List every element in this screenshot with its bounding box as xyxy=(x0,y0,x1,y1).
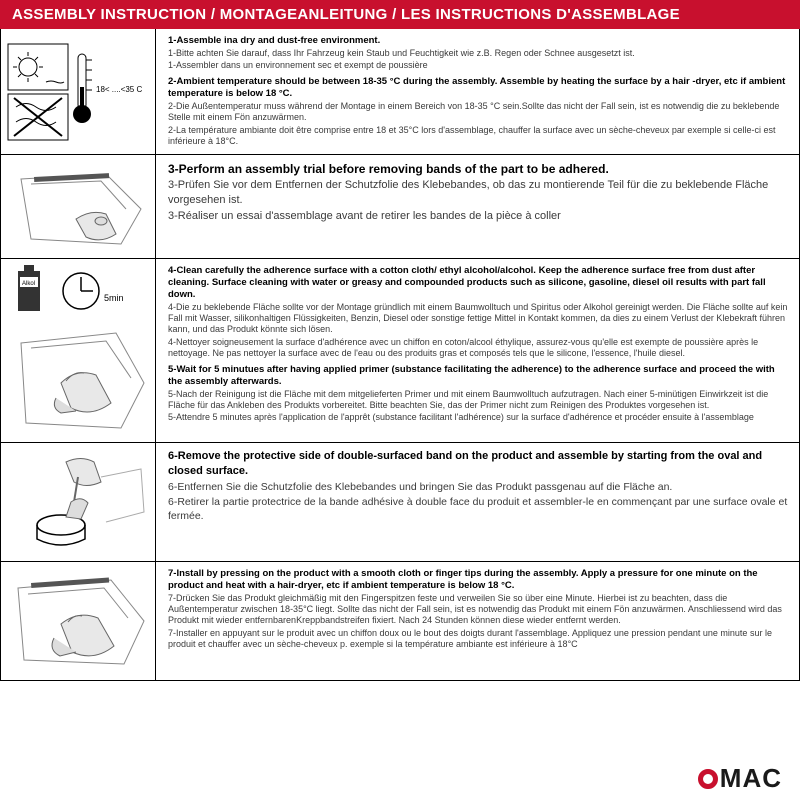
step5-de: 5-Nach der Reinigung ist die Fläche mit … xyxy=(168,389,789,412)
row-1-icon: 18< ....<35 C xyxy=(1,29,156,154)
step7-fr: 7-Installer en appuyant sur le produit a… xyxy=(168,628,789,651)
row-4-text: 6-Remove the protective side of double-s… xyxy=(156,443,799,561)
svg-text:5min: 5min xyxy=(104,293,124,303)
step4-de: 4-Die zu beklebende Fläche sollte vor de… xyxy=(168,302,789,336)
row-2-icon xyxy=(1,155,156,258)
row-3: Alkol 5min 4-Clean carefully the adheren… xyxy=(1,259,799,443)
step6-de: 6-Entfernen Sie die Schutzfolie des Kleb… xyxy=(168,480,789,494)
step3-fr: 3-Réaliser un essai d'assemblage avant d… xyxy=(168,209,789,224)
step1-en: 1-Assemble ina dry and dust-free environ… xyxy=(168,35,789,47)
step7-de: 7-Drücken Sie das Produkt gleichmäßig mi… xyxy=(168,593,789,627)
step5-en: 5-Wait for 5 minutues after having appli… xyxy=(168,364,789,388)
step7-en: 7-Install by pressing on the product wit… xyxy=(168,568,789,592)
temp-label: 18< ....<35 C xyxy=(96,85,142,94)
row-2-text: 3-Perform an assembly trial before remov… xyxy=(156,155,799,258)
row-2: 3-Perform an assembly trial before remov… xyxy=(1,155,799,259)
step3-en: 3-Perform an assembly trial before remov… xyxy=(168,161,789,177)
brand-logo: MAC xyxy=(698,763,782,794)
step6-fr: 6-Retirer la partie protectrice de la ba… xyxy=(168,495,789,523)
step2-fr: 2-La température ambiante doit être comp… xyxy=(168,125,789,148)
row-5-icon xyxy=(1,562,156,680)
step1-de: 1-Bitte achten Sie darauf, dass Ihr Fahr… xyxy=(168,48,789,59)
step4-fr: 4-Nettoyer soigneusement la surface d'ad… xyxy=(168,337,789,360)
row-1-text: 1-Assemble ina dry and dust-free environ… xyxy=(156,29,799,154)
row-1: 18< ....<35 C 1-Assemble ina dry and dus… xyxy=(1,29,799,155)
logo-text: MAC xyxy=(720,763,782,794)
logo-o-icon xyxy=(698,769,718,789)
svg-text:Alkol: Alkol xyxy=(22,281,35,287)
step2-de: 2-Die Außentemperatur muss während der M… xyxy=(168,101,789,124)
row-3-text: 4-Clean carefully the adherence surface … xyxy=(156,259,799,442)
row-5-text: 7-Install by pressing on the product wit… xyxy=(156,562,799,680)
step1-fr: 1-Assembler dans un environnement sec et… xyxy=(168,60,789,71)
step2-en: 2-Ambient temperature should be between … xyxy=(168,76,789,100)
step5-fr: 5-Attendre 5 minutes après l'application… xyxy=(168,412,789,423)
row-4: 6-Remove the protective side of double-s… xyxy=(1,443,799,562)
header-bar: ASSEMBLY INSTRUCTION / MONTAGEANLEITUNG … xyxy=(0,0,800,29)
row-5: 7-Install by pressing on the product wit… xyxy=(1,562,799,680)
header-title: ASSEMBLY INSTRUCTION / MONTAGEANLEITUNG … xyxy=(12,6,680,23)
step3-de: 3-Prüfen Sie vor dem Entfernen der Schut… xyxy=(168,178,789,208)
step6-en: 6-Remove the protective side of double-s… xyxy=(168,449,789,479)
instruction-table: 18< ....<35 C 1-Assemble ina dry and dus… xyxy=(0,29,800,681)
step4-en: 4-Clean carefully the adherence surface … xyxy=(168,265,789,301)
row-4-icon xyxy=(1,443,156,561)
row-3-icon: Alkol 5min xyxy=(1,259,156,442)
